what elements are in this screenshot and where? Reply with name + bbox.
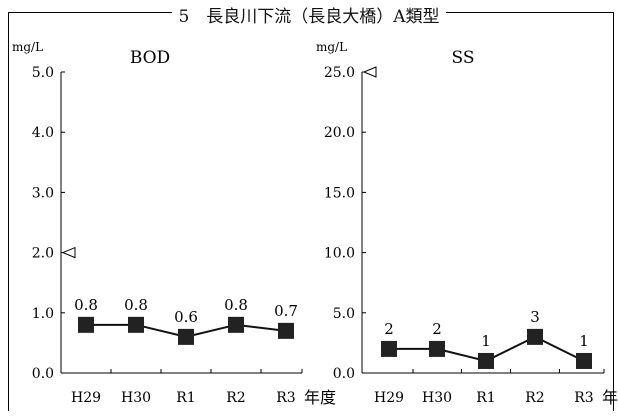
standard-marker — [362, 66, 377, 78]
data-point — [429, 340, 445, 357]
x-tick-label: R1 — [476, 390, 495, 406]
y-tick-label: 5.0 — [32, 65, 54, 81]
x-tick-label: H30 — [422, 390, 452, 406]
data-label: 2 — [432, 320, 442, 338]
y-tick-label: 0.0 — [32, 366, 54, 382]
y-tick-label: 5.0 — [333, 306, 355, 322]
y-tick-label: 20.0 — [324, 125, 355, 141]
x-tick-label: H29 — [374, 390, 404, 406]
data-label: 0.8 — [74, 296, 98, 314]
panel-title: SS — [452, 48, 475, 68]
data-label: 0.6 — [174, 308, 198, 326]
x-tick-label: R2 — [226, 390, 245, 406]
y-tick-label: 1.0 — [32, 306, 54, 322]
x-tick-label: R3 — [574, 390, 593, 406]
x-axis-unit: 年度 — [304, 388, 336, 407]
y-tick-label: 0.0 — [333, 366, 355, 382]
y-tick-label: 4.0 — [32, 125, 54, 141]
data-point — [576, 352, 592, 369]
data-point — [128, 316, 144, 333]
data-point — [478, 352, 494, 369]
y-axis-unit: mg/L — [316, 40, 347, 54]
chart-title: 5 長良川下流（長良大橋）A類型 — [172, 7, 446, 27]
data-point — [228, 316, 244, 333]
data-point — [381, 340, 397, 357]
data-label: 0.7 — [274, 302, 298, 320]
data-label: 1 — [579, 332, 589, 350]
data-point — [527, 328, 543, 345]
x-tick-label: R3 — [276, 390, 295, 406]
data-label: 3 — [530, 308, 540, 326]
data-label: 1 — [481, 332, 491, 350]
x-tick-label: H29 — [71, 390, 101, 406]
data-point — [178, 328, 194, 345]
data-point — [278, 322, 294, 339]
y-tick-label: 3.0 — [32, 185, 54, 201]
panel-title: BOD — [130, 48, 170, 68]
x-axis-unit: 年度 — [602, 388, 618, 407]
data-point — [78, 316, 94, 333]
data-label: 0.8 — [224, 296, 248, 314]
x-tick-label: H30 — [121, 390, 151, 406]
y-tick-label: 10.0 — [324, 246, 355, 262]
y-tick-label: 25.0 — [324, 65, 355, 81]
data-label: 0.8 — [124, 296, 148, 314]
standard-marker — [61, 246, 76, 259]
data-label: 2 — [384, 320, 394, 338]
y-axis-unit: mg/L — [12, 40, 43, 54]
y-tick-label: 2.0 — [32, 246, 54, 262]
chart-title-container: 5 長良川下流（長良大橋）A類型 — [0, 2, 618, 27]
y-tick-label: 15.0 — [324, 185, 355, 201]
x-tick-label: R2 — [525, 390, 544, 406]
x-tick-label: R1 — [176, 390, 195, 406]
